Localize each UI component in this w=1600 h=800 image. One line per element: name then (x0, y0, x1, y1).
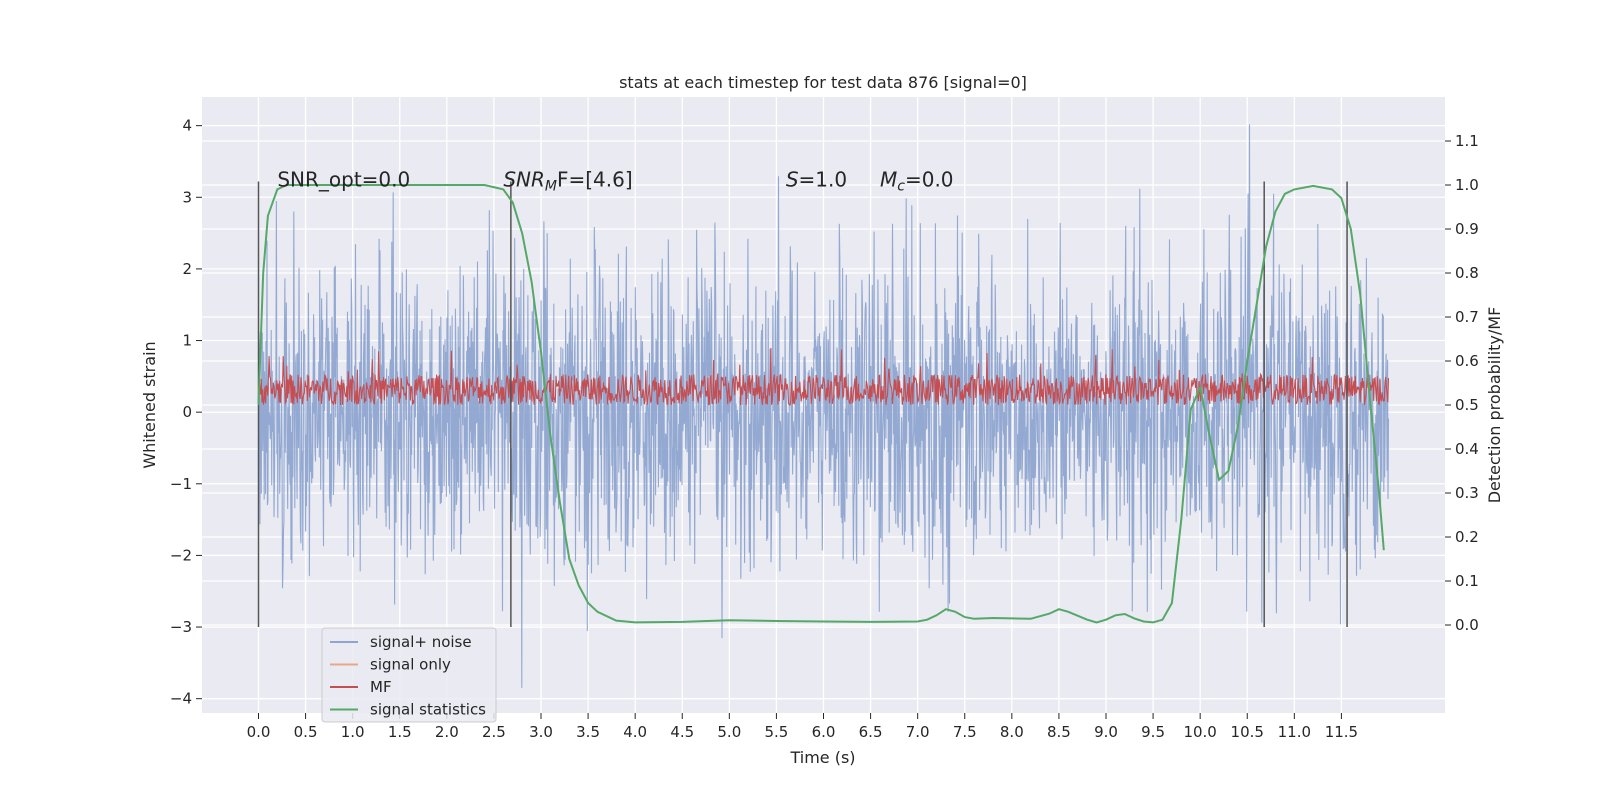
x-tick-label: 11.5 (1325, 723, 1358, 741)
annotation: SNRMF=[4.6] (503, 168, 632, 195)
y-right-tick-label: 0.2 (1455, 528, 1479, 546)
mf-line (257, 347, 1390, 406)
y-right-tick-label: 0.4 (1455, 440, 1479, 458)
x-tick-label: 9.5 (1141, 723, 1165, 741)
y-axis-left-label: Whitened strain (140, 341, 159, 468)
x-tick-label: 2.0 (435, 723, 459, 741)
x-tick-label: 3.0 (529, 723, 553, 741)
y-right-tick-label: 1.1 (1455, 132, 1479, 150)
legend-label: signal statistics (370, 701, 486, 719)
y-left-tick-label: −3 (170, 618, 192, 636)
y-left-tick-label: −4 (170, 690, 192, 708)
x-tick-label: 7.0 (906, 723, 930, 741)
x-tick-label: 4.0 (623, 723, 647, 741)
y-left-tick-label: 4 (182, 117, 192, 135)
y-left-tick-label: −1 (170, 475, 192, 493)
y-right-tick-label: 0.8 (1455, 264, 1479, 282)
x-tick-label: 1.0 (341, 723, 365, 741)
y-axis-right-ticks: 1.1 1.0 0.9 0.8 0.7 0.6 0.5 0.4 0.3 0.2 0.1 0.0 (1445, 132, 1479, 634)
y-left-tick-label: 2 (182, 260, 192, 278)
series-signal-statistics (257, 184, 1385, 624)
y-left-tick-label: −2 (170, 546, 192, 564)
series-signal-noise (257, 124, 1390, 688)
x-tick-label: 4.5 (670, 723, 694, 741)
legend-label: signal only (370, 656, 451, 674)
legend: signal+ noise signal only MF signal statist… (321, 627, 497, 723)
annotation: SNR_opt=0.0 (277, 168, 410, 192)
x-tick-label: 6.0 (812, 723, 836, 741)
x-tick-label: 5.0 (717, 723, 741, 741)
x-axis-ticks: 0.0 0.5 1.0 1.5 2.0 2.5 3.0 3.5 4.0 4.5 5.0 5.5 6.0 6… (247, 713, 1358, 741)
x-tick-label: 10.0 (1183, 723, 1216, 741)
x-tick-label: 9.0 (1094, 723, 1118, 741)
signal-noise-line (257, 124, 1390, 688)
y-right-tick-label: 1.0 (1455, 176, 1479, 194)
x-tick-label: 2.5 (482, 723, 506, 741)
y-right-tick-label: 0.6 (1455, 352, 1479, 370)
x-tick-label: 8.0 (1000, 723, 1024, 741)
y-axis-right-label: Detection probability/MF (1485, 307, 1504, 504)
x-tick-label: 0.5 (294, 723, 318, 741)
y-right-tick-label: 0.5 (1455, 396, 1479, 414)
y-right-tick-label: 0.9 (1455, 220, 1479, 238)
x-tick-label: 8.5 (1047, 723, 1071, 741)
y-right-tick-label: 0.0 (1455, 616, 1479, 634)
signal-statistics-line (257, 184, 1385, 624)
y-axis-left-ticks: 4 3 2 1 0 −1 −2 −3 −4 (170, 117, 202, 708)
y-right-tick-label: 0.7 (1455, 308, 1479, 326)
y-left-tick-label: 0 (182, 403, 192, 421)
y-right-tick-label: 0.3 (1455, 484, 1479, 502)
annotations: SNR_opt=0.0 SNRMF=[4.6] S=1.0 Mc=0.0 (277, 168, 953, 195)
x-tick-label: 7.5 (953, 723, 977, 741)
x-tick-label: 6.5 (859, 723, 883, 741)
chart-title: stats at each timestep for test data 876… (619, 73, 1027, 92)
x-tick-label: 3.5 (576, 723, 600, 741)
legend-label: signal+ noise (370, 633, 472, 651)
y-left-tick-label: 1 (182, 332, 192, 350)
series-mf (257, 347, 1390, 406)
x-tick-label: 5.5 (764, 723, 788, 741)
annotation: S=1.0 (786, 168, 847, 192)
x-tick-label: 10.5 (1231, 723, 1264, 741)
legend-label: MF (370, 678, 392, 696)
y-left-tick-label: 3 (182, 188, 192, 206)
y-right-tick-label: 0.1 (1455, 572, 1479, 590)
x-tick-label: 11.0 (1278, 723, 1311, 741)
annotation: Mc=0.0 (880, 168, 954, 195)
x-axis-label: Time (s) (789, 748, 855, 767)
legend-box (321, 627, 497, 723)
x-tick-label: 0.0 (247, 723, 271, 741)
x-tick-label: 1.5 (388, 723, 412, 741)
